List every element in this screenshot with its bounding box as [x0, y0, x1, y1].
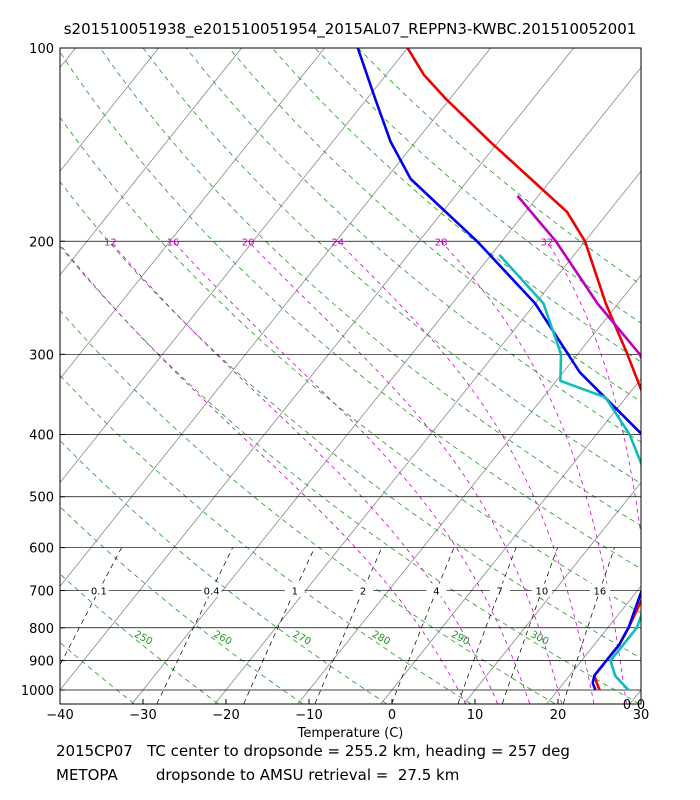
magenta-profile-line: [516, 195, 641, 361]
footer-line-1: 2015CP07 TC center to dropsonde = 255.2 …: [56, 742, 570, 760]
dry-adiabat-label: 280: [370, 629, 392, 648]
blue-profile-line: [356, 48, 641, 691]
moist-adiabat-label: 28: [435, 237, 448, 248]
mixing-ratio-line: [502, 547, 558, 704]
dry-adiabat-line: [60, 51, 641, 570]
x-tick-label: 10: [467, 708, 484, 723]
mixing-ratio-label-bg: [284, 583, 305, 597]
isotherm-line: [60, 48, 408, 484]
mixing-ratio-line: [391, 547, 455, 704]
dry-adiabat-line: [314, 48, 641, 324]
mixing-ratio-line: [457, 547, 517, 704]
mixing-ratio-label-bg: [353, 583, 374, 597]
dry-adiabat-label: 260: [211, 629, 233, 648]
x-tick-label: −20: [212, 708, 239, 723]
mixing-ratio-label: 0.4: [204, 587, 220, 598]
y-tick-label: 200: [29, 235, 54, 250]
moist-adiabat-line: [172, 241, 530, 704]
x-tick-label: 30: [633, 708, 650, 723]
mixing-ratio-line: [562, 547, 615, 704]
mixing-ratio-label-bg: [426, 583, 447, 597]
x-tick-label: −30: [129, 708, 156, 723]
moist-adiabat-label: 32: [541, 237, 554, 248]
isotherm-line: [60, 48, 491, 587]
y-tick-label: 100: [29, 42, 54, 57]
mixing-ratio-label: 7: [497, 587, 503, 598]
dry-adiabat-line: [60, 374, 471, 704]
footer-line-2: METOPA dropsonde to AMSU retrieval = 27.…: [56, 766, 460, 784]
x-tick-label: 0: [388, 708, 396, 723]
dry-adiabat-line: [271, 48, 641, 363]
dry-adiabat-line: [357, 48, 641, 286]
x-tick-label: −40: [46, 708, 73, 723]
mixing-ratio-label-bg: [531, 583, 552, 597]
dry-adiabat-label: 250: [132, 629, 154, 648]
isotherm-line: [60, 48, 325, 380]
y-tick-label: 500: [29, 491, 54, 506]
mixing-ratio-label-bg: [589, 583, 610, 597]
dry-adiabat-line: [60, 245, 640, 704]
dry-adiabat-label: 300: [528, 629, 550, 648]
mixing-ratio-label-bg: [201, 583, 222, 597]
dry-adiabat-line: [60, 440, 387, 704]
corner-label: 0: [637, 698, 645, 713]
mixing-ratio-line: [156, 547, 233, 704]
dry-adiabat-line: [60, 506, 303, 704]
dry-adiabat-line: [60, 309, 556, 704]
moist-adiabat-line: [110, 241, 498, 704]
dry-adiabat-line: [0, 48, 50, 704]
x-axis-label: Temperature (C): [297, 726, 404, 740]
isotherm-line: [380, 378, 641, 704]
dry-adiabat-label: 270: [291, 629, 313, 648]
isotherm-line: [60, 48, 159, 172]
isotherm-line: [60, 48, 574, 691]
mixing-ratio-line: [243, 547, 315, 704]
mixing-ratio-line: [314, 547, 383, 704]
dry-adiabat-line: [60, 641, 135, 704]
dry-adiabat-line: [60, 116, 641, 614]
cyan-profile-line: [498, 254, 641, 691]
dry-adiabat-line: [142, 48, 641, 484]
moist-adiabat-label: 24: [331, 237, 344, 248]
y-tick-label: 300: [29, 348, 54, 363]
x-tick-label: −10: [295, 708, 322, 723]
chart-title: s201510051938_e201510051954_2015AL07_REP…: [63, 20, 637, 38]
plot-frame: [59, 47, 642, 705]
moist-adiabat-label: 12: [104, 237, 117, 248]
mixing-ratio-line: [60, 547, 122, 666]
moist-adiabat-label: 16: [167, 237, 180, 248]
moist-adiabat-line: [60, 243, 467, 704]
mixing-ratio-label-bg: [88, 583, 109, 597]
mixing-ratio-label: 10: [536, 587, 549, 598]
isotherm-line: [546, 585, 641, 704]
moist-adiabat-line: [440, 241, 627, 704]
x-tick-label: 20: [550, 708, 567, 723]
isotherm-line: [60, 48, 76, 69]
y-tick-label: 700: [29, 585, 54, 600]
dry-adiabat-line: [185, 48, 641, 443]
moist-adiabat-line: [247, 241, 563, 704]
dry-adiabat-line: [228, 48, 641, 403]
mixing-ratio-label: 16: [594, 587, 607, 598]
mixing-ratio-label: 1: [292, 587, 298, 598]
moist-adiabat-label: 20: [242, 237, 255, 248]
y-tick-label: 400: [29, 429, 54, 444]
mixing-ratio-label: 4: [433, 587, 439, 598]
mixing-ratio-label: 0.1: [91, 587, 107, 598]
isotherm-line: [214, 170, 641, 704]
y-tick-label: 600: [29, 542, 54, 557]
y-tick-label: 900: [29, 655, 54, 670]
mixing-ratio-label: 2: [360, 587, 366, 598]
y-tick-label: 1000: [21, 684, 54, 699]
y-tick-label: 800: [29, 622, 54, 637]
mixing-ratio-label-bg: [489, 583, 510, 597]
dry-adiabat-line: [60, 573, 219, 704]
corner-label: 0: [623, 698, 631, 713]
moist-adiabat-line: [337, 241, 595, 704]
isotherm-line: [60, 48, 242, 276]
